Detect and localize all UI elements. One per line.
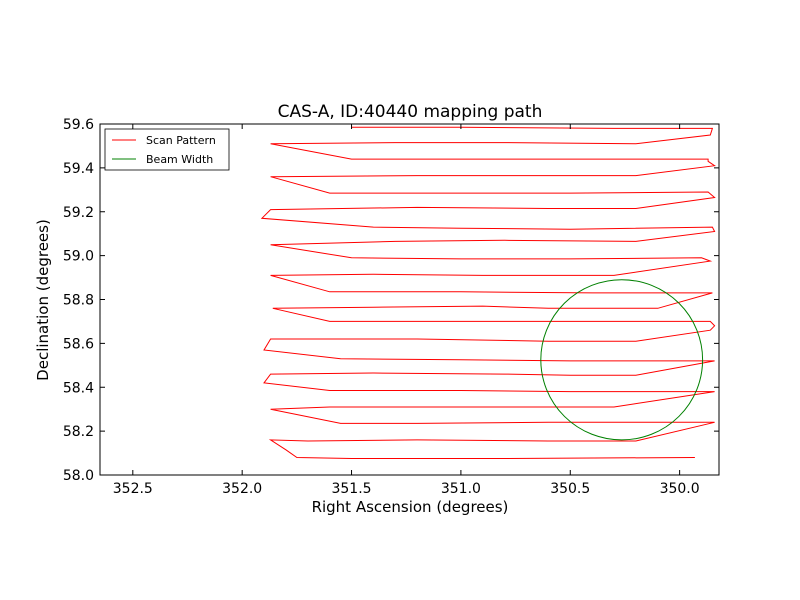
y-tick-label: 58.6 (63, 336, 94, 352)
y-tick-label: 58.8 (63, 293, 94, 309)
y-axis-ticks: 58.0 58.2 58.4 58.6 58.8 59.0 59.2 59.4 59.6 (63, 117, 719, 484)
legend-box (104, 128, 230, 171)
series-beam-width-circle (540, 279, 704, 441)
y-tick-label: 58.2 (63, 424, 94, 440)
x-tick-label: 351.0 (441, 481, 481, 497)
y-tick-label: 59.2 (63, 205, 94, 221)
y-tick-label: 59.6 (63, 117, 94, 133)
plot-series (260, 126, 716, 459)
chart-title: CAS-A, ID:40440 mapping path (278, 102, 543, 122)
x-axis-label: Right Ascension (degrees) (312, 498, 509, 516)
x-tick-label: 350.0 (660, 481, 700, 497)
series-scan-pattern-line (260, 126, 716, 459)
x-tick-label: 350.5 (550, 481, 590, 497)
y-axis-label: Declination (degrees) (34, 219, 52, 381)
y-tick-label: 59.4 (63, 161, 94, 177)
y-tick-label: 59.0 (63, 249, 94, 265)
x-tick-label: 352.0 (222, 481, 262, 497)
y-tick-label: 58.0 (63, 468, 94, 484)
x-tick-label: 352.5 (113, 481, 153, 497)
legend: Scan Pattern Beam Width (104, 128, 230, 171)
x-tick-label: 351.5 (331, 481, 371, 497)
legend-scan-pattern-label: Scan Pattern (146, 134, 216, 147)
legend-beam-width-label: Beam Width (146, 153, 213, 166)
x-axis-ticks: 352.5 352.0 351.5 351.0 350.5 350.0 (113, 124, 700, 497)
y-tick-label: 58.4 (63, 380, 94, 396)
